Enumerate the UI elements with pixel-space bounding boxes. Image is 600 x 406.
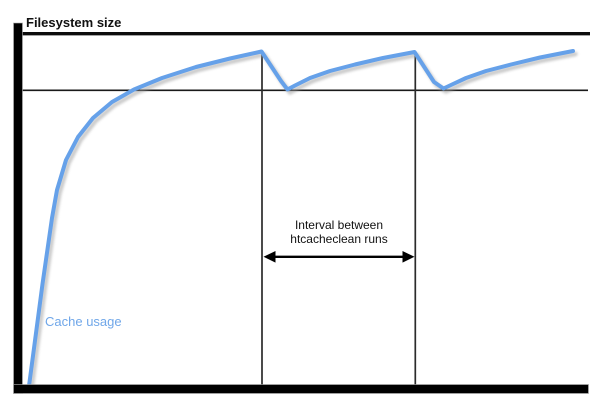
interval-arrow-right-head — [402, 251, 415, 263]
x-axis — [13, 384, 589, 394]
cache-usage-curve — [27, 49, 575, 388]
cache-usage-curve-shadow — [29, 51, 578, 392]
interval-arrow-left-head — [263, 251, 276, 263]
interval-arrow — [263, 251, 415, 263]
interval-annotation: Interval between htcacheclean runs — [249, 218, 429, 246]
filesystem-size-label: Filesystem size — [26, 15, 122, 30]
cache-usage-label: Cache usage — [45, 314, 122, 329]
y-axis — [13, 22, 23, 394]
interval-annotation-line-2: htcacheclean runs — [290, 231, 388, 246]
interval-annotation-line-1: Interval between — [294, 218, 384, 232]
